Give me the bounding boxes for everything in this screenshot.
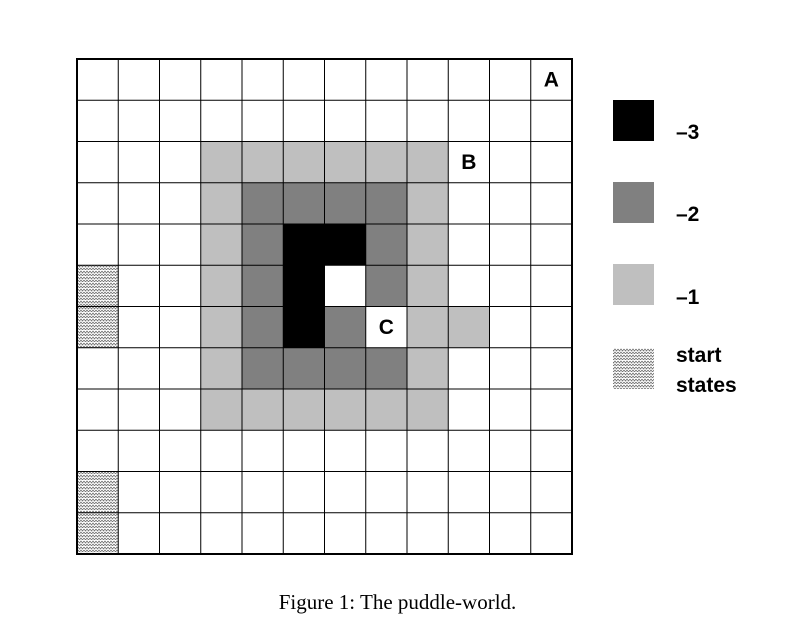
puddle-cell-level-1 — [283, 389, 325, 431]
legend-label-level-1: –1 — [676, 286, 700, 309]
puddle-cell-level-3 — [324, 224, 366, 266]
puddle-cell-level-1 — [365, 389, 407, 431]
legend-swatch-level-2 — [613, 182, 654, 223]
puddle-cell-level-1 — [200, 182, 242, 224]
puddle-cell-level-2 — [242, 265, 284, 307]
legend-label-states: states — [676, 374, 737, 397]
puddle-cell-level-2 — [242, 306, 284, 348]
puddle-cell-level-2 — [365, 224, 407, 266]
grid-lines — [77, 59, 572, 554]
legend-swatch-start-states — [613, 348, 654, 389]
puddle-cell-level-2 — [283, 182, 325, 224]
puddle-cell-level-2 — [242, 224, 284, 266]
puddle-cell-level-1 — [200, 224, 242, 266]
puddle-cell-level-1 — [200, 306, 242, 348]
puddle-cell-level-1 — [242, 389, 284, 431]
puddle-cell-level-1 — [200, 389, 242, 431]
puddle-cell-level-1 — [407, 306, 449, 348]
puddle-cell-level-1 — [365, 141, 407, 183]
puddle-cell-level-2 — [242, 182, 284, 224]
puddle-cell-level-1 — [324, 141, 366, 183]
start-state-cell — [77, 512, 119, 554]
puddle-cell-level-3 — [283, 265, 325, 307]
puddle-cell-level-2 — [365, 347, 407, 389]
puddle-cell-level-3 — [283, 306, 325, 348]
puddle-cell-level-1 — [407, 347, 449, 389]
start-state-cell — [77, 306, 119, 348]
puddle-cell-level-2 — [324, 306, 366, 348]
start-state-cell — [77, 265, 119, 307]
legend-swatch-level-1 — [613, 264, 654, 305]
puddle-cell-level-1 — [407, 389, 449, 431]
puddle-cell-level-1 — [242, 141, 284, 183]
puddle-cell-level-2 — [324, 347, 366, 389]
puddle-cell-level-2 — [365, 265, 407, 307]
legend-label-start: start — [676, 344, 722, 367]
legend-swatch-level-3 — [613, 100, 654, 141]
puddle-cell-level-1 — [407, 224, 449, 266]
marker-b-label: B — [461, 151, 476, 174]
puddle-cell-level-1 — [200, 141, 242, 183]
marker-a-label: A — [544, 69, 559, 92]
puddle-cell-level-1 — [324, 389, 366, 431]
puddle-cell-level-1 — [407, 182, 449, 224]
puddle-cell-level-3 — [283, 224, 325, 266]
puddle-cell-level-1 — [407, 265, 449, 307]
grid-cells — [77, 141, 490, 554]
puddle-cell-level-2 — [283, 347, 325, 389]
legend: –3 –2 –1 start states — [613, 100, 737, 397]
puddle-cell-level-2 — [365, 182, 407, 224]
puddle-cell-level-1 — [283, 141, 325, 183]
puddle-cell-level-1 — [200, 265, 242, 307]
puddle-cell-level-2 — [242, 347, 284, 389]
puddle-cell-level-1 — [200, 347, 242, 389]
puddle-cell-level-1 — [407, 141, 449, 183]
start-state-cell — [77, 471, 119, 513]
puddle-cell-level-1 — [448, 306, 490, 348]
marker-c-label: C — [379, 316, 394, 339]
puddle-cell-level-2 — [324, 182, 366, 224]
grid-frame — [76, 58, 573, 555]
figure-caption: Figure 1: The puddle-world. — [278, 590, 517, 614]
legend-label-level-3: –3 — [676, 121, 699, 144]
legend-label-level-2: –2 — [676, 203, 699, 226]
